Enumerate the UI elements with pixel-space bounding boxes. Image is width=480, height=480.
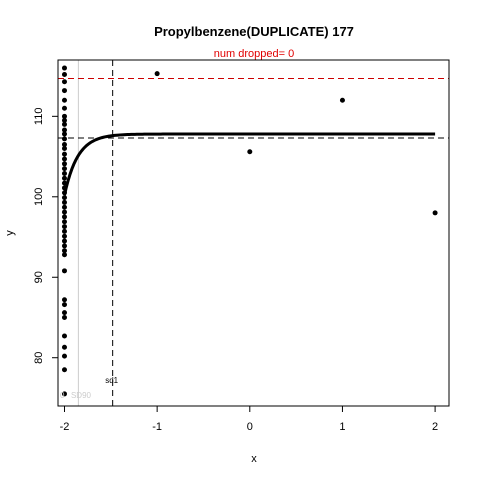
data-point: [61, 238, 67, 244]
chart-subtitle: num dropped= 0: [214, 48, 294, 60]
x-tick-label: 0: [247, 421, 253, 433]
y-tick-label: 80: [33, 352, 45, 364]
data-point: [61, 209, 67, 215]
data-point: [339, 97, 345, 103]
data-point: [61, 156, 67, 162]
data-point: [61, 233, 67, 239]
y-tick-label: 90: [33, 271, 45, 283]
data-point: [61, 88, 67, 94]
plot-area: sd1 SD90 0: [58, 60, 449, 406]
data-point: [61, 204, 67, 210]
data-point: [61, 297, 67, 303]
data-point: [61, 127, 67, 133]
data-point: [61, 117, 67, 123]
x-tick-label: -1: [152, 421, 162, 433]
data-point: [61, 71, 67, 77]
data-point: [61, 121, 67, 127]
data-point: [61, 195, 67, 201]
x-tick-label: 2: [432, 421, 438, 433]
data-point: [61, 185, 67, 191]
data-point: [61, 190, 67, 196]
y-axis-label: y: [4, 230, 16, 236]
x-axis-label: x: [251, 453, 257, 465]
data-point: [61, 248, 67, 254]
data-point: [61, 113, 67, 119]
data-point: [432, 210, 438, 216]
data-point: [61, 228, 67, 234]
data-point: [61, 224, 67, 230]
data-point: [61, 310, 67, 316]
data-point: [61, 105, 67, 111]
data-point: [61, 353, 67, 359]
plot-frame: [57, 59, 450, 407]
data-point: [61, 252, 67, 258]
data-point: [61, 97, 67, 103]
data-point: [61, 79, 67, 85]
data-point: [61, 333, 67, 339]
data-point: [61, 175, 67, 181]
y-tick-label: 100: [33, 188, 45, 206]
data-point: [61, 314, 67, 320]
x-tick-label: -2: [60, 421, 70, 433]
data-point: [154, 71, 160, 77]
data-point: [61, 344, 67, 350]
chart-title: Propylbenzene(DUPLICATE) 177: [154, 24, 354, 39]
data-point: [61, 146, 67, 152]
data-point: [61, 180, 67, 186]
data-point: [61, 243, 67, 249]
data-point: [61, 65, 67, 71]
data-point: [61, 219, 67, 225]
y-tick-label: 110: [33, 108, 45, 126]
data-point: [61, 166, 67, 172]
data-point: [247, 149, 253, 155]
data-point: [61, 136, 67, 142]
sd90-annotation: SD90: [71, 391, 92, 400]
fitted-curve: [63, 132, 436, 196]
data-point: [61, 161, 67, 167]
data-point: [61, 391, 67, 397]
axes: -2 -1 0 1 2 80 90 100 110: [33, 59, 450, 433]
data-point: [61, 170, 67, 176]
data-point: [61, 131, 67, 137]
data-point: [61, 302, 67, 308]
sd1-annotation: sd1: [105, 376, 118, 385]
data-point: [61, 141, 67, 147]
x-tick-label: 1: [339, 421, 345, 433]
data-point: [61, 151, 67, 157]
faint-annotation: 0: [60, 391, 65, 400]
data-point: [61, 367, 67, 373]
data-point: [61, 268, 67, 274]
data-point: [61, 214, 67, 220]
data-point: [61, 199, 67, 205]
